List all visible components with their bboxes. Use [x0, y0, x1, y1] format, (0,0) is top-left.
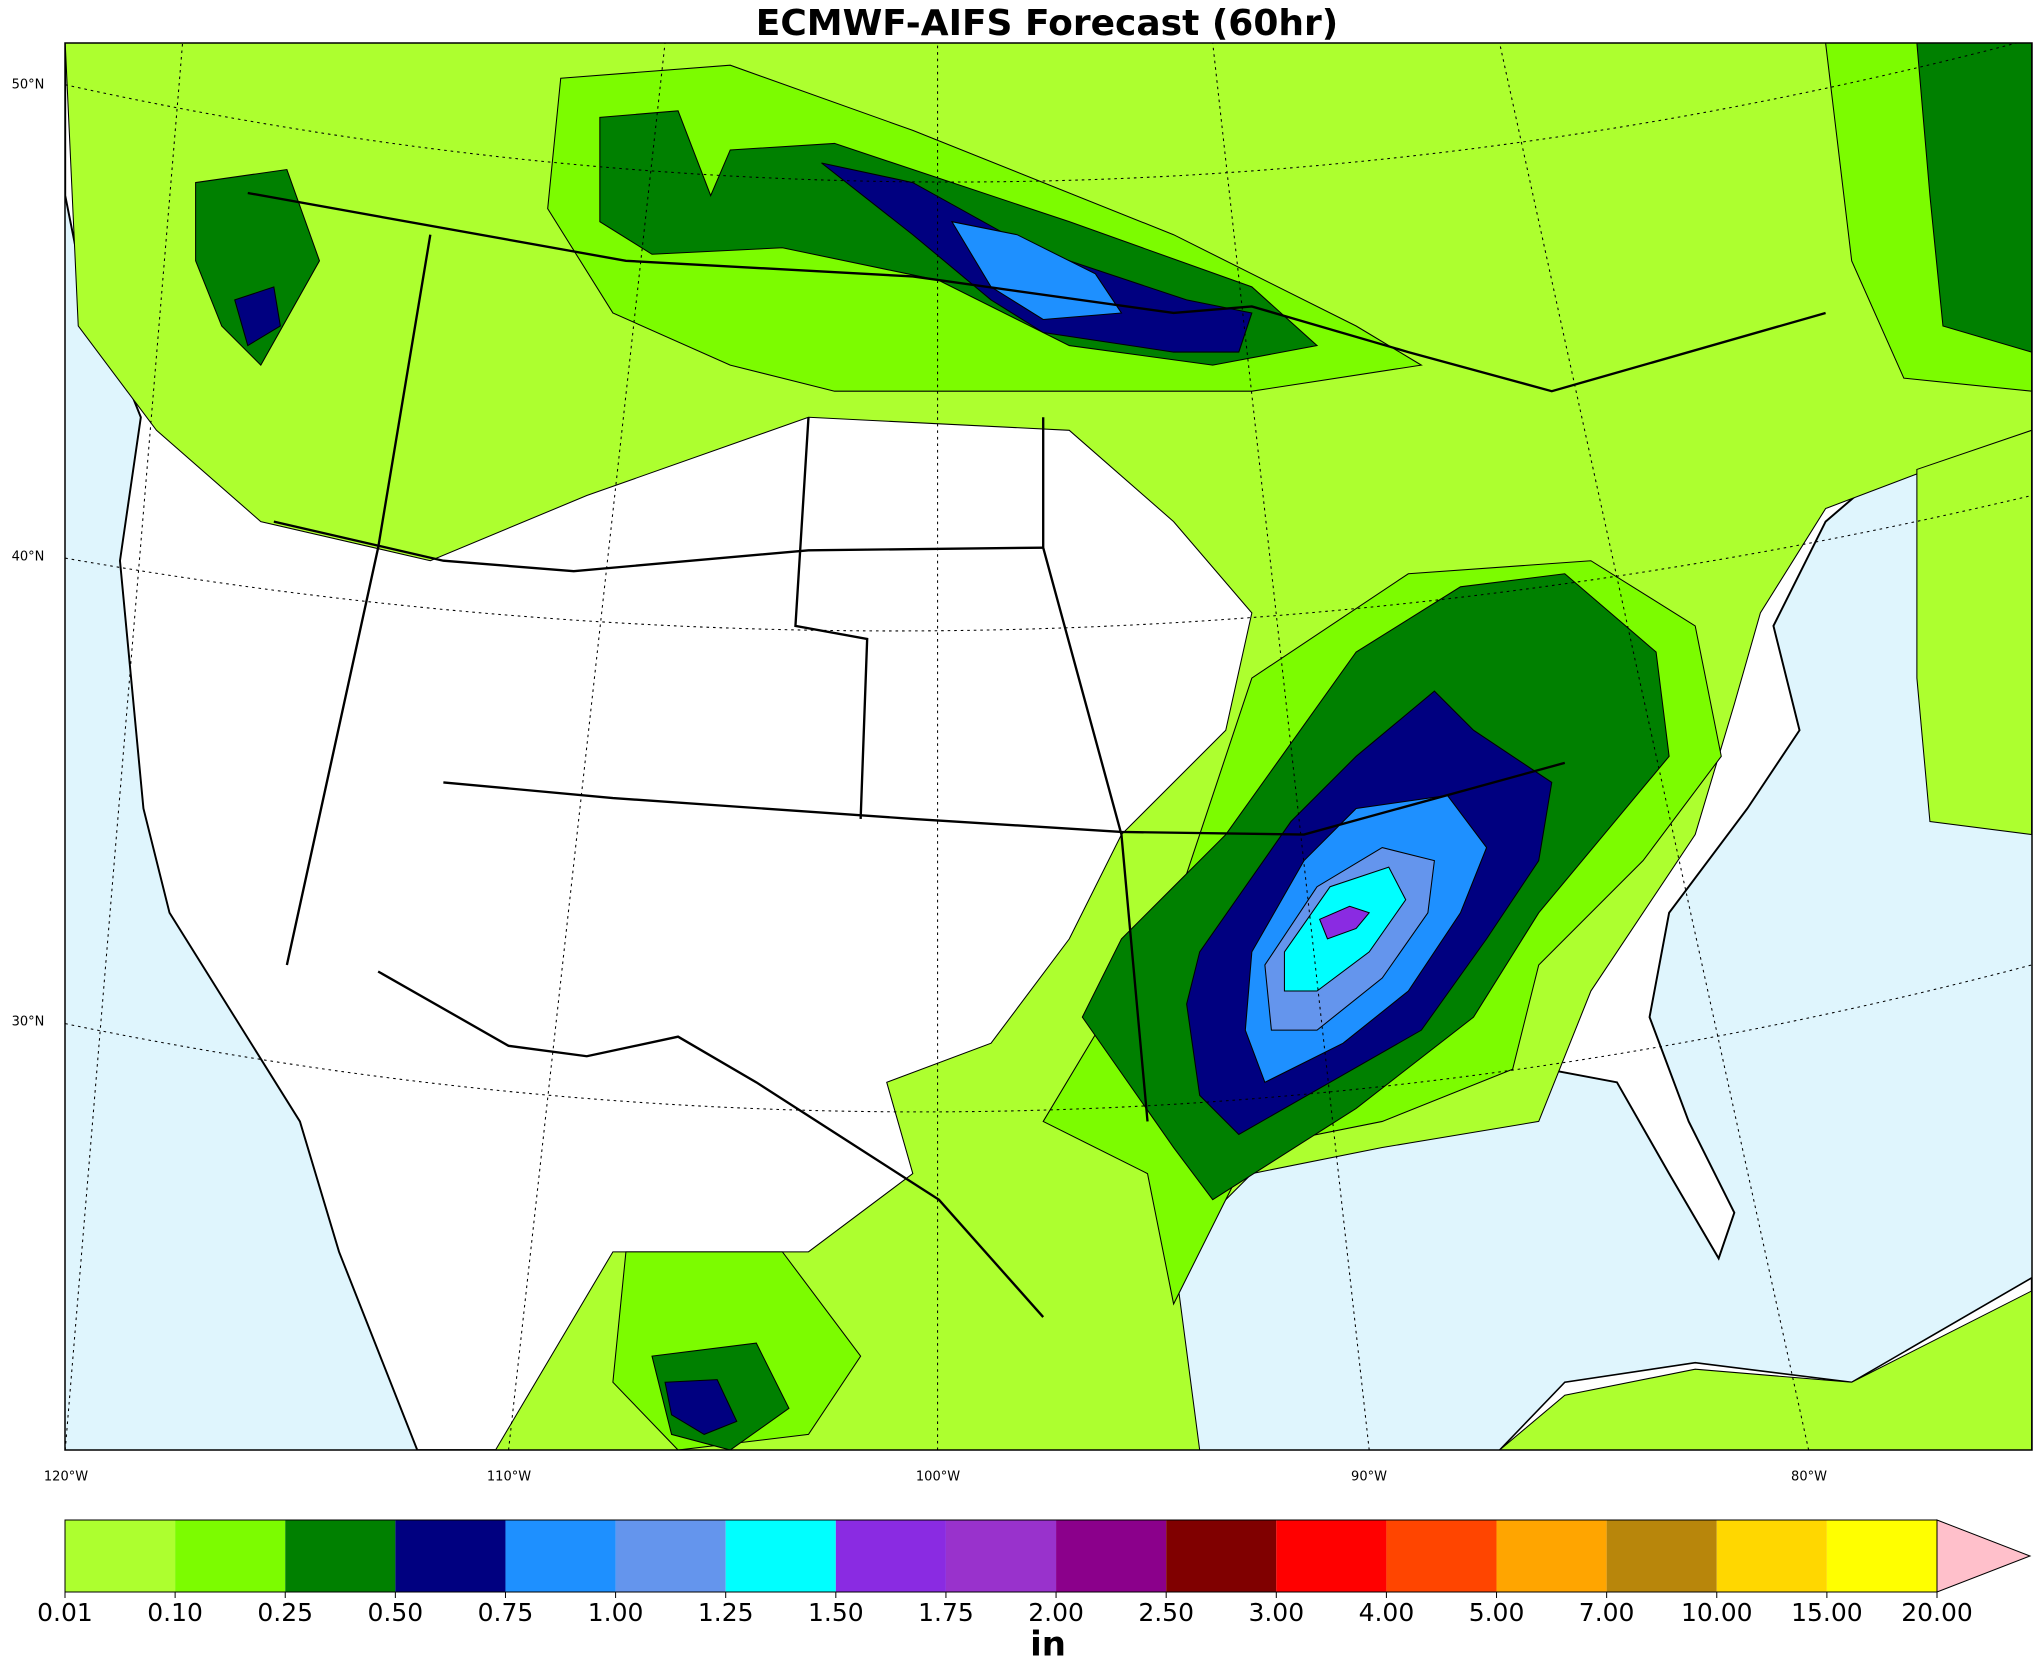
colorbar-swatch [615, 1520, 726, 1592]
colorbar-tick-label: 4.00 [1359, 1598, 1415, 1627]
colorbar-tick-label: 0.50 [368, 1598, 424, 1627]
colorbar-swatch [505, 1520, 616, 1592]
map-frame [64, 42, 2033, 1451]
colorbar-tick-label: 7.00 [1579, 1598, 1635, 1627]
lon-label: 80°W [1791, 1470, 1827, 1485]
colorbar-swatch [1606, 1520, 1717, 1592]
lat-label: 30°N [12, 1015, 45, 1030]
precip-region [1916, 429, 2032, 836]
colorbar-swatch [1716, 1520, 1827, 1592]
colorbar-tick-label: 0.01 [37, 1598, 93, 1627]
colorbar-swatch [65, 1520, 176, 1592]
colorbar-swatch [1276, 1520, 1387, 1592]
lon-label: 120°W [44, 1470, 88, 1485]
precip-region [234, 286, 281, 347]
precip-region [195, 168, 321, 366]
colorbar-frame [64, 1519, 1938, 1593]
map-title: ECMWF-AIFS Forecast (60hr) [756, 3, 1339, 44]
precip-region [664, 1379, 738, 1435]
lon-label: 90°W [1351, 1470, 1387, 1485]
precip-region [65, 43, 2032, 1450]
colorbar: 0.01 0.10 0.25 0.50 0.75 1.00 1.25 1.50 1.75 2.00… [37, 1519, 2032, 1665]
precip-region [1498, 1290, 2032, 1450]
colorbar-tick-label: 1.50 [808, 1598, 864, 1627]
precip-region [1318, 905, 1371, 940]
colorbar-tick-label: 2.00 [1028, 1598, 1084, 1627]
colorbar-swatch [1496, 1520, 1607, 1592]
lon-label: 100°W [916, 1470, 960, 1485]
colorbar-tick-label: 10.00 [1681, 1598, 1753, 1627]
graticule [65, 43, 2032, 1450]
colorbar-swatch [175, 1520, 286, 1592]
colorbar-swatch [285, 1520, 396, 1592]
colorbar-extend [1936, 1519, 2032, 1593]
colorbar-swatch [725, 1520, 836, 1592]
map-area [65, 43, 2032, 1450]
colorbar-swatch [835, 1520, 946, 1592]
colorbar-swatch [1056, 1520, 1167, 1592]
colorbar-tick-label: 1.75 [918, 1598, 974, 1627]
colorbar-tick-label: 3.00 [1248, 1598, 1304, 1627]
lat-label: 50°N [12, 78, 45, 93]
lon-label: 110°W [487, 1470, 531, 1485]
borders [247, 191, 1826, 1318]
colorbar-tick-label: 5.00 [1469, 1598, 1525, 1627]
colorbar-swatch [945, 1520, 1057, 1592]
colorbar-tick-label: 20.00 [1901, 1598, 1973, 1627]
axis-labels: 50°N 40°N 30°N 120°W 110°W 100°W 90°W 80°W [12, 78, 1827, 1485]
colorbar-tick-label: 1.00 [588, 1598, 644, 1627]
colorbar-tick-label: 0.10 [147, 1598, 203, 1627]
colorbar-tick-label: 1.25 [698, 1598, 754, 1627]
colorbar-tick-label: 0.25 [257, 1598, 313, 1627]
colorbar-unit: in [1030, 1625, 1066, 1665]
colorbar-swatch [1166, 1520, 1277, 1592]
colorbar-tick-label: 2.50 [1138, 1598, 1194, 1627]
colorbar-swatch [1826, 1520, 1937, 1592]
lat-label: 40°N [12, 550, 45, 565]
colorbar-swatch [395, 1520, 506, 1592]
colorbar-swatch [1386, 1520, 1497, 1592]
colorbar-tick-label: 0.75 [478, 1598, 534, 1627]
colorbar-tick-label: 15.00 [1791, 1598, 1863, 1627]
map-shapes [65, 43, 2032, 1450]
